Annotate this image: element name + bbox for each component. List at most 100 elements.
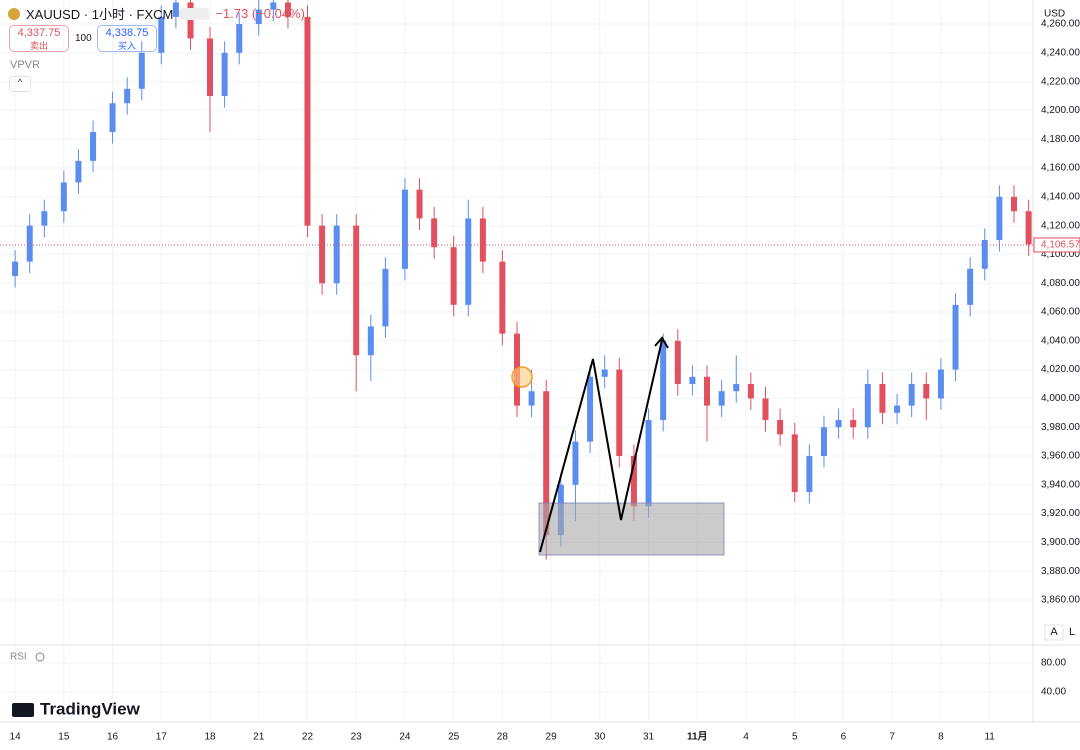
candle-body (416, 189, 423, 219)
candle-body (367, 326, 374, 356)
y-tick-label: 4,140.00 (1041, 191, 1080, 202)
candle-body (465, 218, 472, 305)
x-tick-label: 30 (594, 732, 606, 743)
log-button-text[interactable]: L (1069, 626, 1075, 638)
candle-body (60, 182, 67, 212)
x-tick-label: 21 (253, 732, 265, 743)
candle-body (90, 132, 97, 161)
candle-body (353, 225, 360, 356)
x-tick-label: 25 (448, 732, 460, 743)
y-tick-label: 4,100.00 (1041, 249, 1080, 260)
symbol-title[interactable]: XAUUSD · 1小时 · FXCM (26, 7, 174, 22)
candle-body (645, 419, 652, 507)
buy-label[interactable]: 买入 (117, 41, 136, 51)
candle-body (572, 441, 579, 485)
candle-body (674, 340, 681, 384)
candle-body (835, 419, 842, 428)
rectangle-drawing[interactable] (538, 502, 725, 556)
x-tick-label: 22 (302, 732, 314, 743)
brand-text[interactable]: TradingView (40, 699, 141, 718)
candle-body (630, 455, 637, 507)
x-tick-label: 4 (743, 732, 749, 743)
x-tick-label: 18 (204, 732, 216, 743)
rsi-tick-label: 80.00 (1041, 658, 1066, 669)
candle-body (908, 384, 915, 406)
user-drawings (511, 336, 725, 556)
y-tick-label: 4,180.00 (1041, 134, 1080, 145)
collapse-button[interactable]: ^ (9, 76, 31, 92)
candle-body (850, 419, 857, 428)
symbol-icon (8, 7, 20, 20)
candle-body (967, 268, 974, 305)
x-tick-label: 24 (399, 732, 411, 743)
candle-body (382, 268, 389, 327)
candle-body (236, 24, 243, 53)
y-tick-label: 3,940.00 (1041, 479, 1080, 490)
sell-label[interactable]: 卖出 (29, 41, 48, 51)
candle-body (284, 2, 291, 17)
y-tick-label: 3,880.00 (1041, 566, 1080, 577)
candle-body (894, 405, 901, 413)
candle-body (304, 16, 311, 226)
candle-body (616, 369, 623, 456)
candle-body (207, 38, 214, 97)
y-tick-label: 3,900.00 (1041, 537, 1080, 548)
candle-body (820, 427, 827, 456)
x-tick-label: 14 (10, 732, 22, 743)
x-tick-label: 16 (107, 732, 119, 743)
x-tick-label: 23 (351, 732, 363, 743)
candle-body (543, 391, 550, 536)
circle-marker[interactable] (511, 366, 533, 388)
quantity[interactable]: 100 (75, 33, 92, 44)
y-tick-label: 4,160.00 (1041, 163, 1080, 174)
sell-price[interactable]: 4,337.75 (17, 27, 61, 39)
arrow-head (654, 336, 669, 349)
candle-body (1010, 196, 1017, 212)
y-tick-label: 3,860.00 (1041, 595, 1080, 606)
candle-body (937, 369, 944, 399)
sell-button[interactable]: 4,337.75 卖出 (9, 25, 69, 52)
x-tick-label: 8 (938, 732, 944, 743)
candle-body (718, 391, 725, 406)
candle-body (319, 225, 326, 284)
last-price-tag (1033, 237, 1080, 253)
candle-body (431, 218, 438, 248)
y-tick-label: 3,980.00 (1041, 422, 1080, 433)
y-tick-label: 3,920.00 (1041, 508, 1080, 519)
candle-body (587, 376, 594, 442)
candle-body (270, 2, 277, 10)
candle-body (747, 384, 754, 399)
candle-body (864, 384, 871, 428)
candle-body (806, 455, 813, 492)
candle-body (528, 391, 535, 406)
symbol-bar: XAUUSD · 1小时 · FXCM −1.73 (−0.04%) (8, 4, 305, 23)
candle-body (75, 160, 82, 183)
x-tick-label: 29 (546, 732, 558, 743)
candle-body (333, 225, 340, 284)
candle-body (255, 9, 262, 25)
visibility-icon[interactable] (35, 652, 45, 662)
candle-body (12, 261, 19, 277)
y-tick-label: 4,120.00 (1041, 220, 1080, 231)
buy-button[interactable]: 4,338.75 买入 (97, 25, 157, 52)
buy-price[interactable]: 4,338.75 (105, 27, 149, 39)
indicator-label[interactable]: VPVR (10, 59, 40, 71)
zigzag-arrow[interactable] (539, 339, 663, 553)
candle-body (733, 384, 740, 392)
y-tick-label: 4,260.00 (1041, 19, 1080, 30)
y-tick-label: 4,020.00 (1041, 364, 1080, 375)
auto-button-text[interactable]: A (1050, 626, 1058, 638)
candle-body (777, 419, 784, 435)
candle-body (923, 384, 930, 399)
x-tick-label: 11月 (687, 731, 708, 743)
x-tick-label: 11 (984, 732, 995, 743)
toggle-icons[interactable] (179, 7, 210, 20)
x-tick-label: 6 (841, 732, 847, 743)
candle-body (479, 218, 486, 262)
auto-scale-button[interactable] (1044, 624, 1064, 641)
candle-body (704, 376, 711, 406)
candle-body (172, 2, 179, 17)
candle-body (981, 240, 988, 269)
